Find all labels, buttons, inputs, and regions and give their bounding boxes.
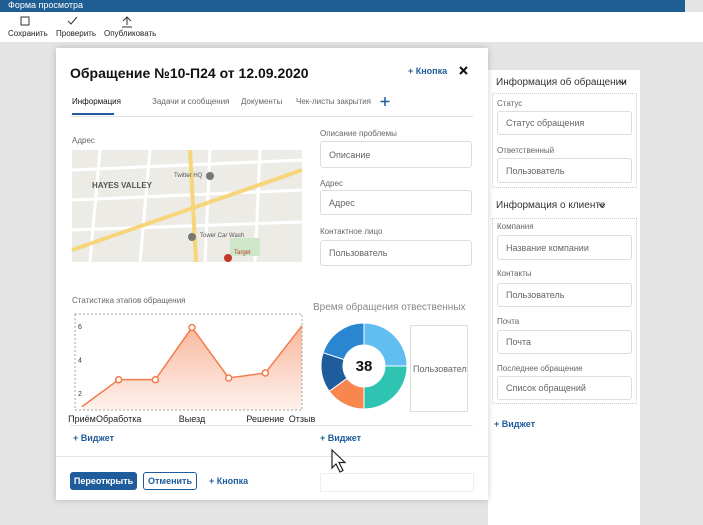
field-label: Адрес: [72, 136, 95, 145]
section-title[interactable]: Информация об обращении: [496, 77, 627, 88]
input[interactable]: Почта: [497, 330, 632, 354]
divider: [56, 456, 488, 457]
toolbar-button[interactable]: Проверить: [56, 29, 97, 38]
tab[interactable]: Задачи и сообщения: [152, 97, 230, 106]
section-box: [492, 218, 637, 404]
toolbar-button[interactable]: Опубликовать: [104, 29, 157, 38]
field-label: Почта: [497, 317, 520, 326]
field-label: Описание проблемы: [320, 129, 397, 138]
modal-title: Обращение №10-П24 от 12.09.2020: [70, 65, 309, 81]
input[interactable]: Пользователь: [497, 158, 632, 183]
tab-active[interactable]: Информация: [72, 97, 121, 106]
chart-title: Статистика этапов обращения: [72, 296, 186, 305]
toolbar-button[interactable]: Сохранить: [8, 29, 48, 38]
field-label: Адрес: [320, 179, 343, 188]
tab[interactable]: Документы: [241, 97, 283, 106]
primary-button[interactable]: Переоткрыть: [70, 472, 137, 490]
field-label: Контакты: [497, 269, 532, 278]
add-button[interactable]: + Кнопка: [408, 66, 448, 76]
tab-divider: [70, 116, 473, 117]
divider: [70, 425, 473, 426]
add-button[interactable]: + Кнопка: [209, 476, 249, 486]
input[interactable]: Пользователь: [320, 240, 472, 266]
add-widget[interactable]: + Виджет: [73, 433, 115, 443]
secondary-button[interactable]: Отменить: [143, 472, 197, 490]
input[interactable]: Адрес: [320, 190, 472, 215]
toolbar: [0, 12, 703, 42]
field-label: Статус: [497, 99, 523, 108]
field-label: Последнее обращение: [497, 364, 583, 373]
tab[interactable]: Чек-листы закрытия: [296, 97, 371, 106]
title-bar: [0, 0, 685, 12]
chart-title: Время обращения отвественных: [313, 302, 466, 313]
add-widget[interactable]: + Виджет: [494, 419, 536, 429]
section-box: [492, 93, 637, 188]
input: [320, 473, 474, 492]
modal: [56, 48, 488, 500]
input[interactable]: Список обращений: [497, 376, 632, 400]
add-widget[interactable]: + Виджет: [320, 433, 362, 443]
side-box: Пользователи: [410, 325, 468, 412]
input[interactable]: Статус обращения: [497, 111, 632, 135]
field-label: Ответственный: [497, 146, 555, 155]
side-box-text: Пользователи: [413, 364, 468, 374]
input[interactable]: Описание: [320, 141, 472, 168]
input[interactable]: Пользователь: [497, 283, 632, 307]
tab-underline: [72, 113, 114, 115]
input[interactable]: Название компании: [497, 235, 632, 260]
field-label: Контактное лицо: [320, 227, 383, 236]
field-label: Компания: [497, 222, 534, 231]
section-title[interactable]: Информация о клиенте: [496, 200, 606, 211]
window-title: Форма просмотра: [8, 0, 84, 10]
